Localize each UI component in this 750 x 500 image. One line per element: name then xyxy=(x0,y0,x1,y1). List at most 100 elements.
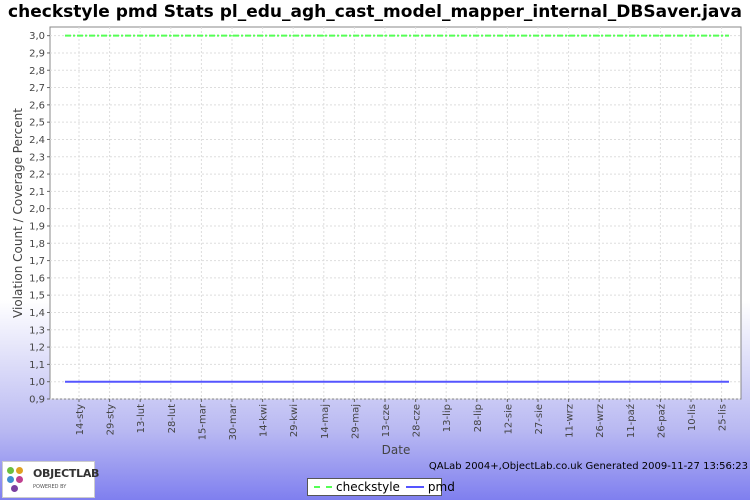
x-tick-label: 12-sie xyxy=(503,404,514,434)
chart-legend: checkstyle pmd xyxy=(307,478,455,496)
y-tick-label: 2,7 xyxy=(29,83,45,94)
data-point-pmd xyxy=(629,380,631,383)
data-point-checkstyle xyxy=(384,34,386,37)
y-tick-label: 2,1 xyxy=(29,187,45,198)
x-tick-label: 25-lis xyxy=(718,404,729,431)
data-point-pmd xyxy=(690,380,692,383)
y-tick-label: 1,7 xyxy=(29,256,45,267)
data-point-pmd xyxy=(567,380,570,383)
x-tick-label: 13-lut xyxy=(136,404,147,433)
data-point-pmd xyxy=(170,380,172,383)
data-point-pmd xyxy=(200,380,203,383)
data-point-pmd xyxy=(598,380,600,383)
data-point-checkstyle xyxy=(445,34,448,37)
data-point-checkstyle xyxy=(108,34,111,37)
legend-swatch-pmd xyxy=(405,486,424,488)
data-point-checkstyle xyxy=(414,34,417,37)
y-tick-label: 1,6 xyxy=(29,273,45,284)
logo-tagline: POWERED BY xyxy=(33,484,67,490)
data-point-pmd xyxy=(659,380,662,383)
data-point-checkstyle xyxy=(170,34,172,37)
x-tick-label: 29-sty xyxy=(106,404,117,435)
data-point-checkstyle xyxy=(353,34,356,37)
data-point-checkstyle xyxy=(323,34,325,37)
y-tick-label: 2,6 xyxy=(29,100,45,111)
legend-item-checkstyle: checkstyle xyxy=(314,480,400,494)
x-tick-label: 28-lip xyxy=(473,404,484,432)
data-point-checkstyle xyxy=(139,34,141,37)
data-point-pmd xyxy=(506,380,509,383)
legend-label-pmd: pmd xyxy=(427,480,455,494)
data-point-pmd xyxy=(323,380,325,383)
logo-dots-icon xyxy=(7,467,31,493)
footer-generated-text: QALab 2004+,ObjectLab.co.uk Generated 20… xyxy=(428,461,748,472)
chart-title: checkstyle pmd Stats pl_edu_agh_cast_mod… xyxy=(8,2,742,22)
x-tick-label: 28-cze xyxy=(412,404,423,437)
y-tick-label: 3,0 xyxy=(29,31,45,42)
data-point-pmd xyxy=(139,380,141,383)
legend-label-checkstyle: checkstyle xyxy=(336,480,400,494)
data-point-pmd xyxy=(78,380,80,383)
data-point-checkstyle xyxy=(292,34,295,37)
y-axis-label: Violation Count / Coverage Percent xyxy=(11,108,25,318)
x-tick-label: 11-wrz xyxy=(565,404,576,438)
data-point-pmd xyxy=(476,380,478,383)
data-point-checkstyle xyxy=(231,34,233,37)
y-tick-label: 1,5 xyxy=(29,291,45,302)
data-point-checkstyle xyxy=(629,34,631,37)
logo-name: OBJECTLAB xyxy=(33,467,100,480)
x-tick-label: 14-maj xyxy=(320,404,331,439)
data-point-pmd xyxy=(231,380,233,383)
data-point-checkstyle xyxy=(200,34,203,37)
data-point-checkstyle xyxy=(659,34,662,37)
data-point-checkstyle xyxy=(506,34,509,37)
y-tick-label: 2,3 xyxy=(29,152,45,163)
x-tick-label: 11-paź xyxy=(625,404,637,438)
y-tick-label: 0,9 xyxy=(29,395,45,406)
data-point-checkstyle xyxy=(567,34,570,37)
y-tick-label: 1,4 xyxy=(29,308,45,319)
data-point-pmd xyxy=(384,380,386,383)
x-tick-label: 10-lis xyxy=(687,404,698,431)
x-axis-label: Date xyxy=(382,443,411,457)
data-point-checkstyle xyxy=(537,34,539,37)
x-tick-label: 15-mar xyxy=(197,403,208,440)
x-tick-label: 13-lip xyxy=(442,404,453,432)
data-point-pmd xyxy=(414,380,417,383)
x-tick-label: 26-wrz xyxy=(595,404,606,438)
y-tick-label: 1,9 xyxy=(29,221,45,232)
legend-swatch-checkstyle xyxy=(314,486,332,488)
x-tick-label: 29-maj xyxy=(350,404,361,439)
legend-item-pmd: pmd xyxy=(405,480,455,494)
y-tick-label: 2,0 xyxy=(29,204,45,215)
x-tick-label: 28-lut xyxy=(167,404,178,433)
data-point-checkstyle xyxy=(78,34,80,37)
data-point-pmd xyxy=(353,380,356,383)
x-tick-label: 29-kwi xyxy=(289,404,300,437)
data-point-pmd xyxy=(445,380,448,383)
x-tick-label: 26-paź xyxy=(655,404,667,438)
data-point-pmd xyxy=(537,380,539,383)
x-tick-label: 14-kwi xyxy=(259,404,270,437)
y-tick-label: 1,2 xyxy=(29,343,45,354)
y-tick-label: 2,4 xyxy=(29,135,45,146)
data-point-pmd xyxy=(261,380,264,383)
x-tick-label: 13-cze xyxy=(381,404,392,437)
data-point-pmd xyxy=(108,380,111,383)
y-tick-label: 1,0 xyxy=(29,377,45,388)
data-point-pmd xyxy=(720,380,723,383)
y-tick-label: 1,8 xyxy=(29,239,45,250)
objectlab-logo: OBJECTLAB POWERED BY xyxy=(2,461,99,498)
y-tick-label: 2,8 xyxy=(29,66,45,77)
x-tick-label: 27-sie xyxy=(534,404,545,434)
y-tick-label: 2,9 xyxy=(29,48,45,59)
data-point-checkstyle xyxy=(261,34,264,37)
y-tick-label: 2,5 xyxy=(29,118,45,129)
data-point-checkstyle xyxy=(720,34,723,37)
y-tick-label: 2,2 xyxy=(29,170,45,181)
data-point-checkstyle xyxy=(598,34,600,37)
x-tick-label: 14-sty xyxy=(75,404,86,435)
plot-area xyxy=(49,26,742,400)
